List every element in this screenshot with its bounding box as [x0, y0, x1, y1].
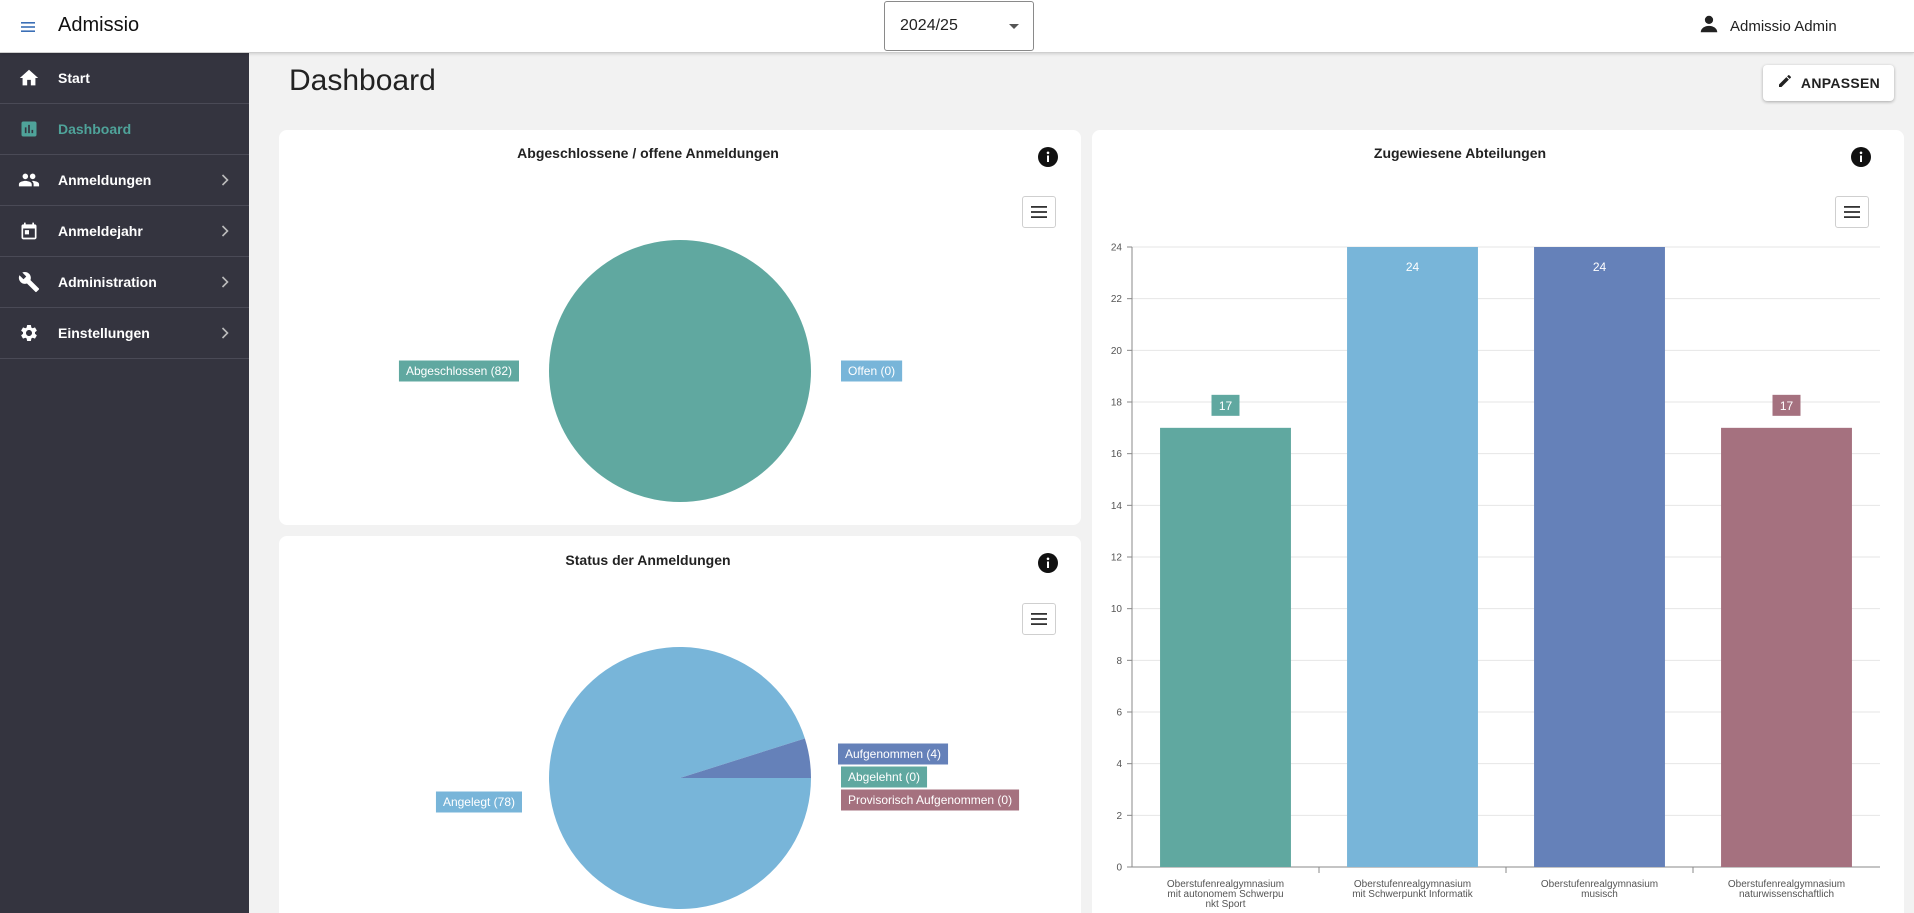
- y-tick-label: 8: [1116, 656, 1122, 667]
- chart-menu-button[interactable]: [1022, 196, 1056, 228]
- sidebar-item-einstellungen[interactable]: Einstellungen: [0, 308, 249, 359]
- y-tick-label: 4: [1116, 759, 1122, 770]
- data-label: 24: [1406, 260, 1420, 274]
- svg-text:Angelegt (78): Angelegt (78): [443, 795, 515, 809]
- pie-chart: Abgeschlossene / offene Anmeldungen Abge…: [398, 145, 903, 502]
- menu-icon[interactable]: [17, 16, 39, 38]
- y-tick-label: 16: [1111, 449, 1123, 460]
- chevron-right-icon: [217, 274, 233, 290]
- bar: [1721, 427, 1852, 867]
- year-select-value: 2024/25: [900, 17, 958, 34]
- home-icon: [18, 67, 40, 89]
- y-tick-label: 2: [1116, 811, 1122, 822]
- x-tick-label: naturwissenschaftlich: [1739, 889, 1834, 900]
- chart-card-departments: Zugewiesene Abteilungen 0 2 4 6 8 10 12 14 16 18 2…: [1092, 130, 1904, 913]
- x-tick-label: Oberstufenrealgymnasium: [1541, 879, 1658, 890]
- calendar-icon: [18, 220, 40, 242]
- x-tick-label: mit autonomem Schwerpu: [1167, 889, 1283, 900]
- sidebar-item-anmeldungen[interactable]: Anmeldungen: [0, 155, 249, 206]
- data-label: 17: [1219, 399, 1233, 413]
- info-icon[interactable]: [1851, 147, 1871, 167]
- sidebar-item-administration[interactable]: Administration: [0, 257, 249, 308]
- x-tick-label: mit Schwerpunkt Informatik: [1352, 889, 1474, 900]
- bar: [1347, 247, 1478, 867]
- svg-text:Aufgenommen (4): Aufgenommen (4): [845, 747, 941, 761]
- customize-button[interactable]: ANPASSEN: [1763, 65, 1894, 101]
- chart-menu-button[interactable]: [1022, 603, 1056, 635]
- chevron-right-icon: [217, 172, 233, 188]
- y-tick-label: 24: [1111, 243, 1123, 254]
- data-label: 24: [1593, 260, 1607, 274]
- sidebar-item-dashboard[interactable]: Dashboard: [0, 104, 249, 155]
- people-icon: [18, 169, 40, 191]
- info-icon[interactable]: [1038, 147, 1058, 167]
- pie-label: Abgelehnt (0): [841, 766, 928, 788]
- page-title: Dashboard: [289, 64, 436, 97]
- pencil-icon: [1777, 73, 1793, 94]
- sidebar-item-label: Einstellungen: [58, 325, 150, 341]
- user-menu[interactable]: Admissio Admin: [1698, 12, 1837, 40]
- sidebar-item-label: Administration: [58, 274, 157, 290]
- chevron-down-icon: [1009, 24, 1019, 29]
- chart-card-completed-open: Abgeschlossene / offene Anmeldungen Abge…: [279, 130, 1081, 525]
- y-tick-label: 10: [1111, 604, 1123, 615]
- y-tick-label: 6: [1116, 708, 1122, 719]
- data-label: 17: [1780, 399, 1794, 413]
- data-label-box: [1772, 394, 1801, 416]
- gear-icon: [18, 322, 40, 344]
- chart-title: Zugewiesene Abteilungen: [1374, 145, 1546, 161]
- svg-text:Provisorisch Aufgenommen (0): Provisorisch Aufgenommen (0): [848, 793, 1012, 807]
- sidebar: Start Dashboard Anmeldungen Anmeldejahr …: [0, 53, 249, 913]
- sidebar-item-label: Start: [58, 70, 90, 86]
- chevron-right-icon: [217, 223, 233, 239]
- chart-title: Status der Anmeldungen: [565, 552, 730, 568]
- sidebar-item-label: Anmeldungen: [58, 172, 152, 188]
- x-tick-label: Oberstufenrealgymnasium: [1728, 879, 1845, 890]
- bar: [1160, 427, 1291, 867]
- person-icon: [1698, 13, 1720, 40]
- sidebar-item-label: Dashboard: [58, 121, 132, 137]
- pie-label: Aufgenommen (4): [838, 743, 949, 765]
- bar: [1534, 247, 1665, 867]
- chart-menu-button[interactable]: [1835, 196, 1869, 228]
- x-tick-label: musisch: [1581, 889, 1618, 900]
- pie-chart: Status der Anmeldungen Angelegt (78) Aufg…: [435, 552, 1020, 909]
- pie-label: Provisorisch Aufgenommen (0): [841, 789, 1020, 811]
- x-tick-label: nkt Sport: [1205, 899, 1245, 910]
- svg-text:Abgeschlossen (82): Abgeschlossen (82): [406, 364, 512, 378]
- pie-label: Offen (0): [841, 360, 903, 382]
- svg-text:Offen (0): Offen (0): [848, 364, 895, 378]
- pie-slice: [548, 647, 811, 909]
- app-bar: Admissio 2024/25 Admissio Admin: [0, 0, 1914, 53]
- chart-card-status: Status der Anmeldungen Angelegt (78) Aufg…: [279, 536, 1081, 913]
- y-tick-label: 0: [1116, 863, 1122, 874]
- bar-chart: Zugewiesene Abteilungen 0246810121416182…: [1111, 145, 1880, 910]
- pie-label: Abgeschlossen (82): [398, 360, 519, 382]
- wrench-icon: [18, 271, 40, 293]
- bar-chart-icon: [18, 118, 40, 140]
- y-tick-label: 18: [1111, 398, 1123, 409]
- y-tick-label: 14: [1111, 501, 1123, 512]
- y-tick-label: 22: [1111, 294, 1123, 305]
- year-select[interactable]: 2024/25: [884, 1, 1034, 51]
- y-tick-label: 12: [1111, 553, 1123, 564]
- info-icon[interactable]: [1038, 553, 1058, 573]
- data-label-box: [1211, 394, 1240, 416]
- user-name: Admissio Admin: [1730, 17, 1837, 35]
- pie-slice: [680, 738, 811, 778]
- sidebar-item-anmeldejahr[interactable]: Anmeldejahr: [0, 206, 249, 257]
- app-title: Admissio: [58, 14, 140, 36]
- chart-title: Abgeschlossene / offene Anmeldungen: [517, 145, 779, 161]
- pie-label: Angelegt (78): [435, 791, 522, 813]
- x-tick-label: Oberstufenrealgymnasium: [1354, 879, 1471, 890]
- chevron-right-icon: [217, 325, 233, 341]
- y-tick-label: 20: [1111, 346, 1123, 357]
- x-tick-label: Oberstufenrealgymnasium: [1167, 879, 1284, 890]
- pie-slice: [549, 240, 811, 502]
- sidebar-item-start[interactable]: Start: [0, 53, 249, 104]
- svg-text:Abgelehnt (0): Abgelehnt (0): [848, 770, 920, 784]
- sidebar-item-label: Anmeldejahr: [58, 223, 143, 239]
- customize-button-label: ANPASSEN: [1800, 75, 1881, 91]
